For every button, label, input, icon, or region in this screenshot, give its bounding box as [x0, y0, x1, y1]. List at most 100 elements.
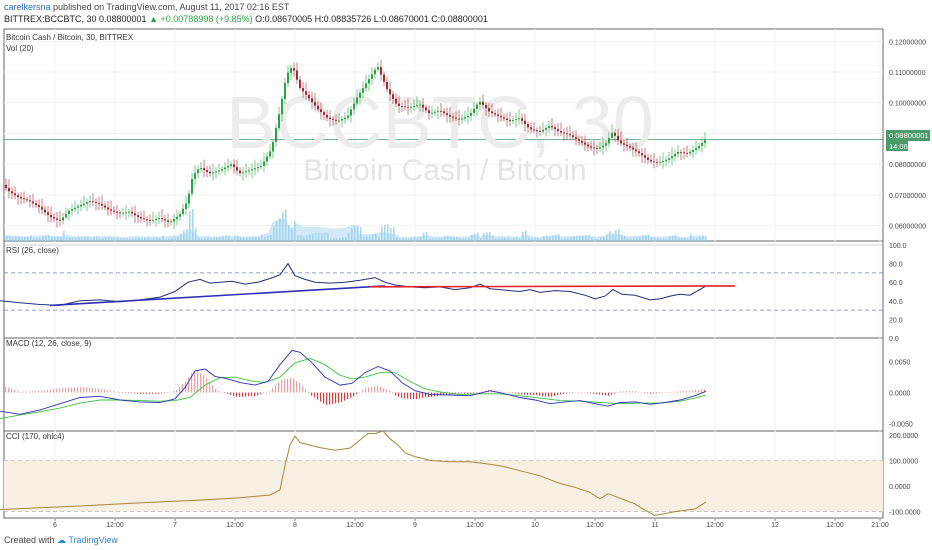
macd-histogram-bar [29, 391, 31, 393]
macd-histogram-bar [56, 388, 58, 393]
macd-histogram-bar [620, 391, 622, 393]
macd-histogram-bar [266, 392, 268, 393]
macd-histogram-bar [506, 392, 508, 393]
macd-histogram-bar [218, 390, 220, 393]
rsi-pane[interactable]: RSI (26, close) [0, 246, 883, 311]
macd-histogram-bar [53, 389, 55, 393]
candle [569, 134, 571, 136]
price-pane[interactable]: BCCBTC, 30 Bitcoin Cash / Bitcoin Bitcoi… [4, 33, 707, 241]
macd-histogram-bar [170, 391, 172, 393]
cci-pane-title: CCI (170, ohlc4) [6, 432, 65, 441]
candle [368, 78, 370, 84]
candle [413, 105, 415, 107]
volume-bar [75, 237, 77, 241]
macd-histogram-bar [209, 381, 211, 393]
macd-histogram-bar [224, 392, 226, 394]
macd-histogram-bar [554, 392, 556, 396]
macd-histogram-bar [482, 391, 484, 393]
macd-histogram-bar [653, 392, 655, 394]
candle [314, 102, 316, 106]
volume-bar [228, 235, 230, 241]
macd-histogram-bar [605, 392, 607, 396]
volume-bar [627, 238, 629, 241]
candle [68, 210, 70, 215]
candle [539, 131, 541, 132]
macd-histogram-bar [281, 379, 283, 393]
rsi-tick-label-2: 60.0 [889, 280, 903, 287]
macd-histogram-bar [338, 392, 340, 403]
volume-bar [78, 237, 80, 241]
volume-bar [180, 233, 182, 241]
volume-bar [192, 209, 194, 241]
candle [623, 143, 625, 145]
macd-histogram-bar [389, 390, 391, 393]
macd-histogram-bar [473, 392, 475, 394]
volume-bar [105, 237, 107, 241]
macd-histogram-bar [239, 392, 241, 397]
volume-bar [27, 236, 29, 241]
volume-bar [291, 228, 293, 241]
volume-bar [690, 234, 692, 241]
volume-bar [639, 236, 641, 241]
volume-bar [429, 238, 431, 241]
volume-bar [120, 238, 122, 241]
candle [71, 209, 73, 211]
footer-brand[interactable]: TradingView [68, 535, 118, 545]
candle [515, 119, 517, 121]
candle [269, 151, 271, 157]
volume-bar [465, 238, 467, 241]
macd-histogram-bar [518, 392, 520, 395]
candle [155, 219, 157, 220]
x-tick-label-11: 12:00 [706, 522, 724, 529]
candle [338, 120, 340, 122]
candle [533, 129, 535, 131]
candle [131, 211, 133, 214]
macd-histogram-bar [623, 391, 625, 393]
candle [608, 138, 610, 144]
candle [56, 218, 58, 220]
change-up-icon: ▲ [149, 14, 159, 24]
rsi-trendline-resistance [369, 285, 736, 288]
volume-bar [333, 238, 335, 241]
volume-bar [609, 231, 611, 241]
volume-bar [396, 237, 398, 241]
macd-histogram-bar [641, 392, 643, 393]
volume-bar [390, 228, 392, 241]
candle [575, 137, 577, 139]
volume-bar [357, 225, 359, 241]
macd-histogram-bar [116, 391, 118, 393]
volume-bar [582, 235, 584, 241]
macd-histogram-bar [656, 392, 658, 394]
macd-pane[interactable]: MACD (12, 26, close, 9) [0, 339, 707, 420]
volume-bar [567, 238, 569, 241]
candle [509, 120, 511, 122]
price-change: +0.00788998 (+9.85%) [160, 14, 253, 24]
candle [128, 211, 130, 213]
publish-info: carelkersna published on TradingView.com… [4, 2, 289, 12]
cci-pane[interactable]: CCI (170, ohlc4) [0, 430, 883, 516]
candle [335, 119, 337, 121]
candle [404, 106, 406, 108]
x-tick-label-2: 7 [173, 522, 177, 529]
volume-bar [279, 218, 281, 241]
author-link[interactable]: carelkersna [4, 2, 51, 12]
volume-bar [573, 236, 575, 241]
candle [317, 105, 319, 110]
volume-bar [522, 231, 524, 241]
volume-bar [144, 237, 146, 241]
macd-histogram-bar [305, 389, 307, 393]
macd-histogram-bar [329, 392, 331, 405]
candle [227, 165, 229, 168]
candle [542, 129, 544, 132]
volume-bar [702, 236, 704, 241]
candle [149, 220, 151, 222]
volume-bar [630, 238, 632, 241]
macd-histogram-bar [545, 392, 547, 397]
candle [80, 204, 82, 207]
volume-bar [564, 238, 566, 241]
chart-area[interactable]: BCCBTC, 30 Bitcoin Cash / Bitcoin Bitcoi… [0, 26, 932, 531]
candle [449, 115, 451, 117]
macd-histogram-bar [104, 389, 106, 393]
candle [86, 202, 88, 204]
candle [602, 145, 604, 148]
